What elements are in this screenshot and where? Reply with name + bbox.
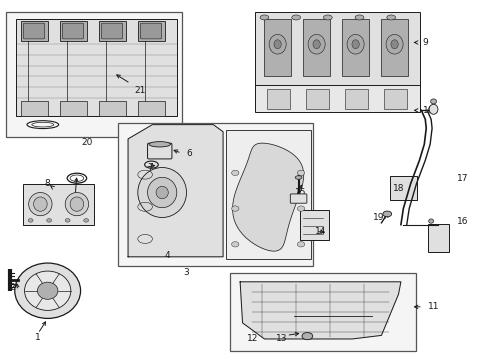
FancyBboxPatch shape [118,123,313,266]
FancyBboxPatch shape [60,102,87,116]
Ellipse shape [391,40,398,49]
Ellipse shape [84,219,89,222]
Text: 8: 8 [45,179,50,188]
FancyBboxPatch shape [428,224,449,252]
Ellipse shape [297,242,305,247]
Ellipse shape [29,193,52,216]
FancyBboxPatch shape [24,23,45,39]
FancyBboxPatch shape [303,19,330,76]
Ellipse shape [292,15,300,20]
Ellipse shape [47,219,51,222]
Ellipse shape [33,197,47,211]
Text: 15: 15 [295,188,307,197]
FancyBboxPatch shape [6,12,182,137]
Ellipse shape [156,186,168,199]
Ellipse shape [232,242,239,247]
Ellipse shape [15,263,80,319]
Polygon shape [240,282,401,339]
Ellipse shape [274,40,281,49]
Text: 12: 12 [246,334,258,343]
Text: 9: 9 [423,38,429,47]
Text: 5: 5 [74,197,80,206]
FancyBboxPatch shape [381,19,408,76]
FancyBboxPatch shape [16,19,177,116]
Ellipse shape [429,219,434,223]
FancyBboxPatch shape [306,89,329,109]
Ellipse shape [65,219,70,222]
Ellipse shape [302,333,313,340]
Ellipse shape [232,206,239,211]
Ellipse shape [313,40,320,49]
Ellipse shape [352,40,359,49]
Text: 14: 14 [315,227,326,236]
Ellipse shape [28,219,33,222]
FancyBboxPatch shape [255,85,420,112]
FancyBboxPatch shape [24,184,94,225]
Text: 10: 10 [423,106,434,115]
Ellipse shape [70,197,84,211]
Polygon shape [233,143,304,251]
Ellipse shape [297,206,305,211]
Ellipse shape [269,35,286,54]
Ellipse shape [429,104,438,114]
Text: 18: 18 [392,184,404,193]
Ellipse shape [297,170,305,176]
FancyBboxPatch shape [343,19,369,76]
FancyBboxPatch shape [140,23,162,39]
FancyBboxPatch shape [60,21,87,41]
Text: 19: 19 [373,213,385,222]
Ellipse shape [149,141,171,147]
Ellipse shape [383,211,392,217]
Ellipse shape [260,15,269,20]
Text: 13: 13 [276,334,287,343]
Text: 6: 6 [186,149,192,158]
Ellipse shape [323,15,332,20]
FancyBboxPatch shape [21,102,48,116]
Text: 21: 21 [135,86,146,95]
FancyBboxPatch shape [147,143,172,159]
Text: 17: 17 [457,174,468,183]
Text: 2: 2 [9,283,15,292]
Ellipse shape [386,35,403,54]
Ellipse shape [65,193,89,216]
Ellipse shape [355,15,364,20]
FancyBboxPatch shape [390,176,417,201]
FancyBboxPatch shape [225,130,311,258]
Ellipse shape [387,15,395,20]
Ellipse shape [431,99,437,104]
FancyBboxPatch shape [267,89,290,109]
FancyBboxPatch shape [62,23,84,39]
Ellipse shape [295,176,302,179]
FancyBboxPatch shape [300,210,329,240]
Text: 4: 4 [164,251,170,260]
Text: 11: 11 [428,302,439,311]
FancyBboxPatch shape [255,12,420,87]
FancyBboxPatch shape [138,102,165,116]
FancyBboxPatch shape [138,21,165,41]
FancyBboxPatch shape [99,102,125,116]
Text: 16: 16 [457,217,468,226]
FancyBboxPatch shape [345,89,368,109]
Text: 3: 3 [184,268,190,277]
FancyBboxPatch shape [101,23,122,39]
FancyBboxPatch shape [384,89,407,109]
Ellipse shape [308,35,325,54]
Ellipse shape [24,271,71,310]
Ellipse shape [347,35,364,54]
Ellipse shape [37,282,58,299]
Ellipse shape [138,167,187,217]
Text: 20: 20 [81,138,92,147]
FancyBboxPatch shape [265,19,291,76]
FancyBboxPatch shape [21,21,48,41]
FancyBboxPatch shape [290,194,307,203]
FancyBboxPatch shape [230,273,416,351]
Text: 7: 7 [147,163,153,172]
Text: 1: 1 [35,333,41,342]
FancyBboxPatch shape [99,21,125,41]
Polygon shape [128,125,223,257]
Ellipse shape [232,170,239,176]
Ellipse shape [147,177,177,208]
